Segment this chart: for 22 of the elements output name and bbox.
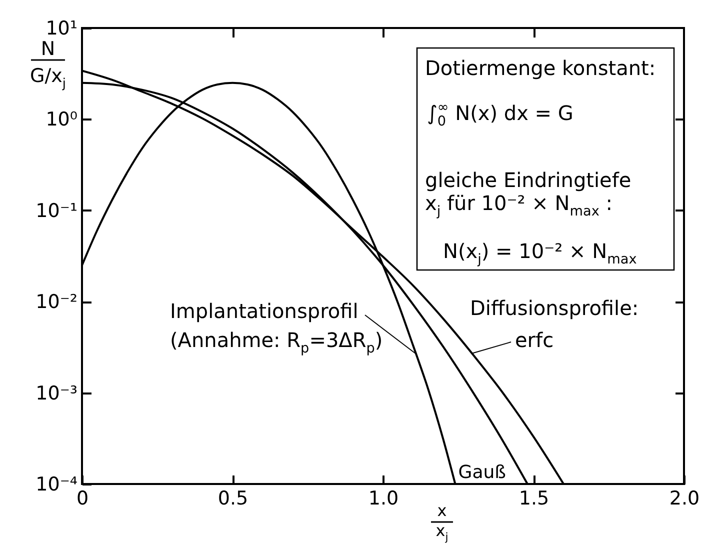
legend-label: erfc: [515, 328, 554, 352]
y-tick-label: 10⁰: [46, 108, 78, 131]
series-label: Gauß: [458, 462, 506, 483]
x-tick-label: 0: [76, 488, 89, 510]
x-tick-label: 0.5: [218, 488, 248, 510]
annotation: gleiche Eindringtiefe: [425, 168, 632, 192]
y-tick-label: 10⁻⁴: [36, 474, 78, 496]
annotation: ∫$_{0}$$^{∞}$ N(x) dx = G: [427, 100, 574, 130]
y-tick-label: 10⁻¹: [36, 200, 78, 222]
x-tick-label: 1.0: [368, 488, 399, 510]
y-axis-title: N G/x$_{j}$: [30, 38, 66, 92]
annotation: Dotiermenge konstant:: [425, 56, 656, 80]
annotation: Diffusionsprofile:: [470, 296, 639, 320]
y-tick-label: 10⁻³: [36, 382, 78, 404]
series-label: Implantationsprofil (Annahme: R$_{p}$=3ΔR$_{p}$): [170, 299, 383, 357]
x-tick-label: 1.5: [518, 488, 550, 510]
y-tick-label: 10¹: [46, 18, 78, 40]
y-tick-label: 10⁻²: [36, 291, 78, 314]
annotation: N(x$_{j}$) = 10⁻² × N$_{max}$: [443, 239, 637, 268]
x-axis-title: x x$_{j}$: [436, 501, 448, 544]
annotation: x$_{j}$ für 10⁻² × N$_{max}$ :: [425, 191, 612, 220]
x-tick-label: 2.0: [669, 488, 700, 510]
